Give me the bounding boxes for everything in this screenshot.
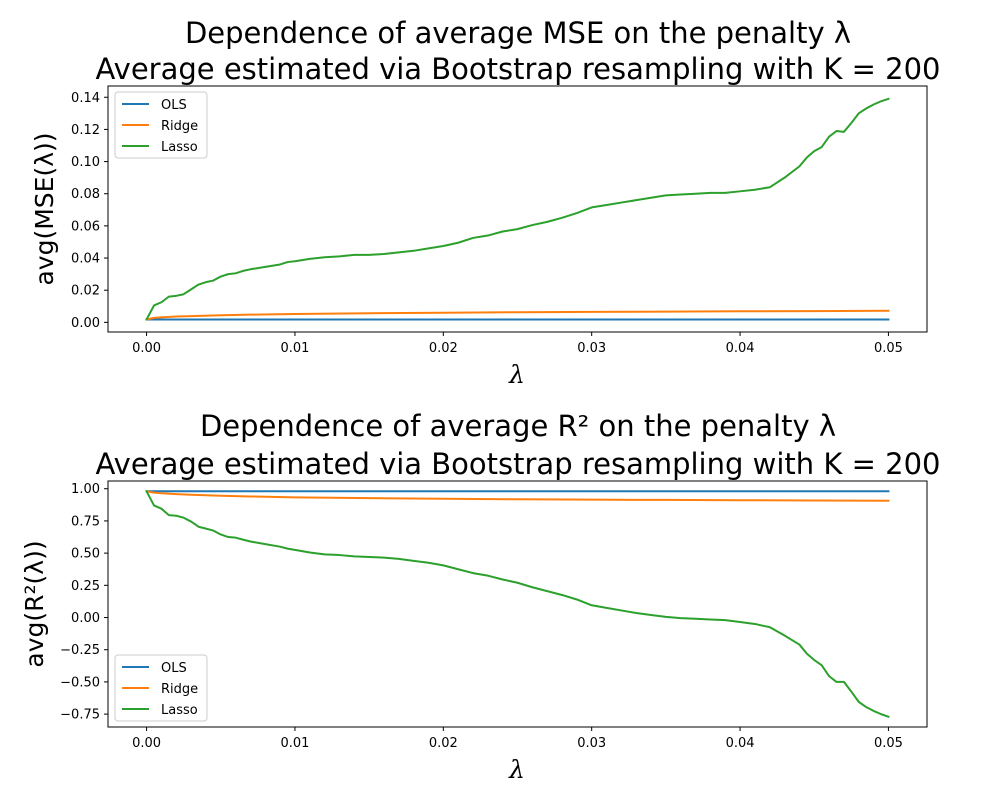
y-tick-label: 1.00 [71,482,100,497]
chart-title-line1: Dependence of average R² on the penalty … [200,409,836,443]
x-axis-label: λ [508,755,525,784]
mse-chart-panel: Dependence of average MSE on the penalty… [30,16,940,389]
x-tick-label: 0.05 [874,736,903,751]
x-tick-label: 0.05 [874,341,903,356]
legend-box [114,654,208,722]
x-tick-label: 0.02 [429,341,458,356]
x-axis-label: λ [508,360,525,389]
y-tick-label: 0.12 [71,123,100,138]
legend: OLS Ridge Lasso [114,91,208,159]
y-tick-label: 0.10 [71,155,100,170]
series-line-lasso [145,489,890,718]
series-line-ridge [145,309,890,321]
y-tick-label: 0.02 [71,284,100,299]
x-tick-label: 0.02 [429,736,458,751]
axes-frame [107,480,928,728]
series-line-lasso [145,97,890,321]
x-tick-label: 0.00 [132,341,161,356]
y-tick-label: 0.14 [71,91,100,106]
y-axis-label: avg(R²(λ)) [20,540,49,667]
y-tick-label: −0.25 [60,643,100,658]
legend-label-ridge: Ridge [161,119,198,134]
series-lines [145,97,890,321]
y-tick-label: 0.00 [71,316,100,331]
legend-box [114,91,208,159]
x-tick-label: 0.00 [132,736,161,751]
chart-title-line2: Average estimated via Bootstrap resampli… [96,52,941,86]
r2-chart-panel: Dependence of average R² on the penalty … [20,409,940,784]
y-tick-label: 0.00 [71,611,100,626]
chart-title-line2: Average estimated via Bootstrap resampli… [96,447,941,481]
legend: OLS Ridge Lasso [114,654,208,722]
axes-frame [107,85,928,333]
x-tick-label: 0.01 [280,736,309,751]
x-tick-label: 0.03 [577,736,606,751]
x-tick-label: 0.04 [726,736,755,751]
y-tick-label: 0.04 [71,252,100,267]
chart-title-line1: Dependence of average MSE on the penalty… [185,16,851,50]
legend-label-ols: OLS [161,98,187,113]
y-tick-label: 0.75 [71,514,100,529]
series-lines [145,489,890,718]
y-tick-label: 0.08 [71,187,100,202]
x-tick-label: 0.01 [280,341,309,356]
legend-label-ridge: Ridge [161,682,198,697]
series-line-ridge [145,490,890,502]
y-tick-label: 0.25 [71,579,100,594]
y-axis-label: avg(MSE(λ)) [30,132,59,285]
y-tick-label: −0.75 [60,708,100,723]
x-tick-label: 0.04 [726,341,755,356]
y-tick-label: −0.50 [60,675,100,690]
x-tick-label: 0.03 [577,341,606,356]
y-tick-label: 0.06 [71,219,100,234]
legend-label-ols: OLS [161,661,187,676]
legend-label-lasso: Lasso [161,703,198,718]
legend-label-lasso: Lasso [161,140,198,155]
y-tick-label: 0.50 [71,547,100,562]
